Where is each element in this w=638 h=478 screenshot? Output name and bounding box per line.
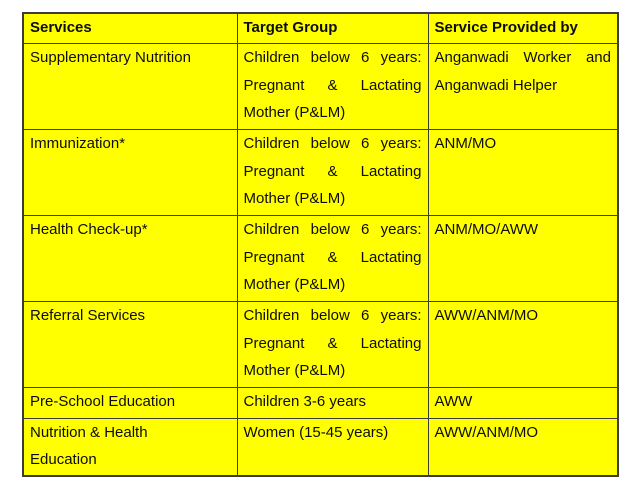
cell-provider: ANM/MO [427, 129, 619, 217]
cell-service: Immunization* [22, 129, 238, 217]
cell-service: Pre-School Education [22, 387, 238, 419]
cell-service: Referral Services [22, 301, 238, 389]
services-table: Services Target Group Service Provided b… [22, 12, 619, 478]
table-row: Nutrition & Health Education Women (15-4… [22, 417, 619, 477]
column-header-services: Services [22, 12, 238, 45]
table-row: Immunization* Children below 6 years: Pr… [22, 129, 619, 217]
cell-target-group: Children below 6 years: Pregnant & Lacta… [236, 129, 429, 217]
cell-provider: AWW [427, 387, 619, 419]
table-row: Health Check-up* Children below 6 years:… [22, 215, 619, 303]
cell-service: Health Check-up* [22, 215, 238, 303]
header-row: Services Target Group Service Provided b… [22, 12, 619, 45]
cell-provider: AWW/ANM/MO [427, 301, 619, 389]
cell-target-group: Children below 6 years: Pregnant & Lacta… [236, 43, 429, 131]
table-row: Referral Services Children below 6 years… [22, 301, 619, 389]
cell-target-group: Children 3-6 years [236, 387, 429, 419]
cell-provider: Anganwadi Worker and Anganwadi Helper [427, 43, 619, 131]
cell-provider: ANM/MO/AWW [427, 215, 619, 303]
cell-service: Supplementary Nutrition [22, 43, 238, 131]
cell-provider: AWW/ANM/MO [427, 417, 619, 477]
column-header-target-group: Target Group [236, 12, 429, 45]
table-row: Supplementary Nutrition Children below 6… [22, 43, 619, 131]
column-header-service-provided-by: Service Provided by [427, 12, 619, 45]
cell-target-group: Children below 6 years: Pregnant & Lacta… [236, 215, 429, 303]
cell-target-group: Children below 6 years: Pregnant & Lacta… [236, 301, 429, 389]
cell-target-group: Women (15-45 years) [236, 417, 429, 477]
cell-service: Nutrition & Health Education [22, 417, 238, 477]
table-row: Pre-School Education Children 3-6 years … [22, 387, 619, 419]
